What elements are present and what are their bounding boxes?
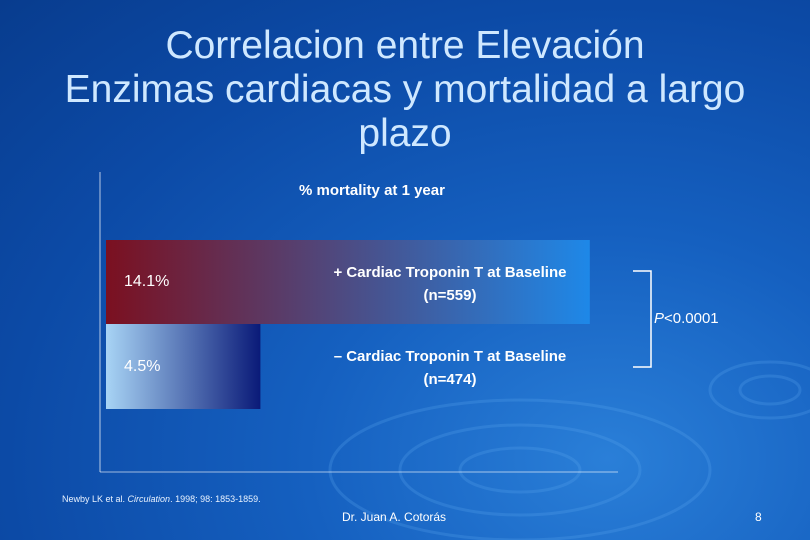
bar-troponin-negative	[106, 324, 261, 409]
bar2-value-label: 4.5%	[124, 358, 160, 375]
bar1-category-line1: + Cardiac Troponin T at Baseline	[334, 264, 567, 281]
citation-journal: Circulation	[127, 494, 171, 504]
citation: Newby LK et al. Circulation. 1998; 98: 1…	[62, 494, 261, 504]
citation-details: . 1998; 98: 1853-1859.	[170, 494, 261, 504]
p-value-threshold: <0.0001	[664, 310, 719, 327]
bar-troponin-positive	[106, 240, 590, 324]
citation-authors: Newby LK et al.	[62, 494, 128, 504]
p-value-annotation: P<0.0001	[654, 310, 719, 327]
title-line-3: plazo	[358, 112, 452, 155]
bar2-category-line1: – Cardiac Troponin T at Baseline	[334, 348, 567, 365]
title-line-2: Enzimas cardiacas y mortalidad a largo	[64, 68, 746, 111]
significance-bracket	[633, 270, 652, 368]
bar1-category-line2: (n=559)	[424, 287, 477, 304]
page-number: 8	[755, 510, 762, 524]
slide-title: Correlacion entre Elevación Enzimas card…	[0, 24, 810, 156]
bar2-category-line2: (n=474)	[424, 371, 477, 388]
bar1-value-label: 14.1%	[124, 273, 169, 290]
author-footer: Dr. Juan A. Cotorás	[342, 510, 447, 524]
chart-title: % mortality at 1 year	[299, 182, 445, 199]
p-value-symbol: P	[654, 310, 664, 327]
title-line-1: Correlacion entre Elevación	[165, 24, 645, 67]
